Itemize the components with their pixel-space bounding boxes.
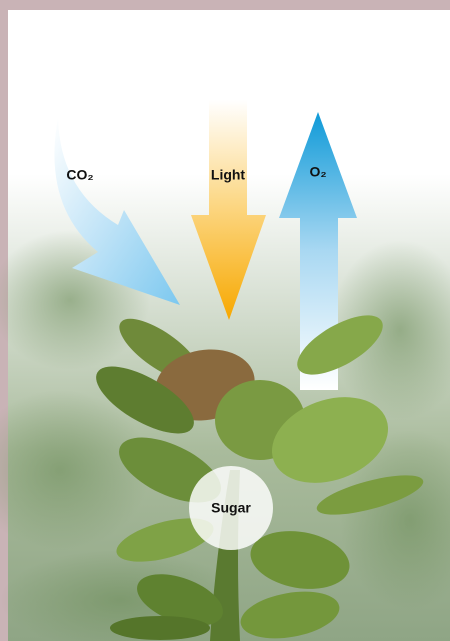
sugar-label: Sugar [211,500,251,516]
photosynthesis-diagram: CO₂ Light O₂ Sugar [0,0,450,641]
light-label: Light [211,167,246,183]
co2-label: CO₂ [66,167,93,183]
page: {"labels": {"co2": "CO₂", "light": "Ligh… [0,0,450,641]
o2-label: O₂ [309,164,326,180]
